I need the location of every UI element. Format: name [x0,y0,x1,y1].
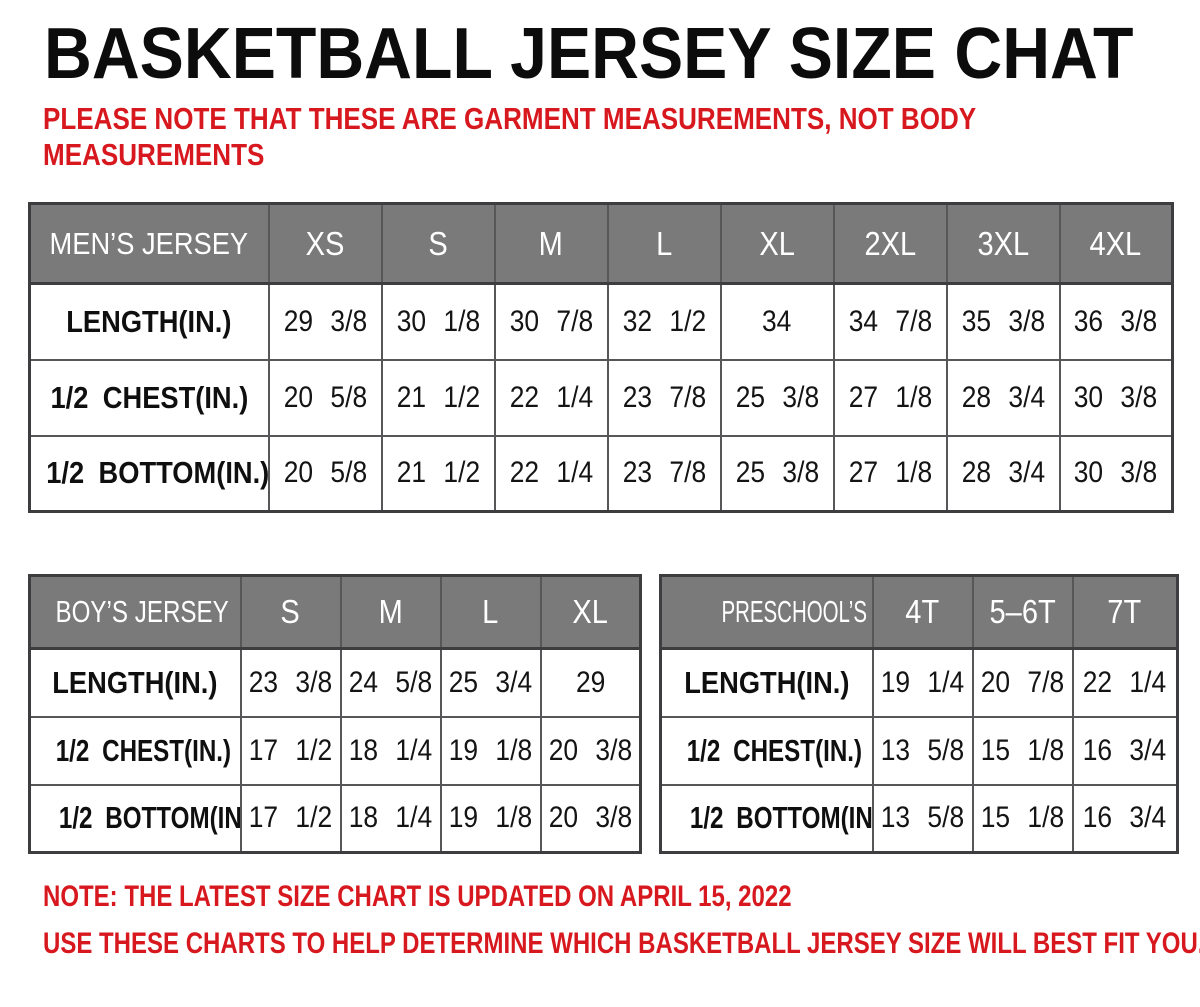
size-header-cell: 2XL [832,202,948,285]
row-label-cell: 1/2 CHEST(IN.) [28,715,242,786]
size-value-cell: 16 3/4 [1071,783,1179,854]
size-header-cell: L [606,202,722,285]
size-value-cell: 25 3/8 [719,358,835,437]
mens-header-row: MEN’S JERSEY XS S M L XL 2XL 3XL 4XL [28,202,1174,285]
size-value-cell: 30 1/8 [380,282,496,361]
update-note: NOTE: THE LATEST SIZE CHART IS UPDATED O… [43,880,792,913]
size-value-cell: 22 1/4 [1071,647,1179,718]
row-label-cell: 1/2 BOTTOM(IN.) [28,783,242,854]
size-value-cell: 25 3/4 [439,647,542,718]
boys-header-row: BOY’S JERSEY S M L XL [28,574,642,650]
size-value-cell: 15 1/8 [971,715,1074,786]
page-title: BASKETBALL JERSEY SIZE CHAT [44,18,1200,90]
size-value-cell: 17 1/2 [239,783,342,854]
boys-table-name-cell: BOY’S JERSEY [28,574,242,650]
size-value-cell: 19 1/8 [439,783,542,854]
size-value-cell: 35 3/8 [945,282,1061,361]
size-header-cell: 4XL [1058,202,1174,285]
size-header-cell: S [239,574,342,650]
size-value-cell: 30 3/8 [1058,434,1174,513]
size-value-cell: 23 7/8 [606,358,722,437]
row-label-cell: LENGTH(IN.) [28,647,242,718]
size-value-cell: 28 3/4 [945,358,1061,437]
row-label-cell: 1/2 BOTTOM(IN.) [28,434,270,513]
row-label-cell: 1/2 BOTTOM(IN.) [659,783,874,854]
boys-length-row: LENGTH(IN.) 23 3/8 24 5/8 25 3/4 29 [28,647,642,718]
garment-measurements-note: PLEASE NOTE THAT THESE ARE GARMENT MEASU… [43,101,1154,173]
size-value-cell: 32 1/2 [606,282,722,361]
size-value-cell: 20 5/8 [267,358,383,437]
row-label-cell: 1/2 CHEST(IN.) [28,358,270,437]
boys-size-table: BOY’S JERSEY S M L XL LENGTH(IN.) 23 3/8… [28,574,642,854]
preschool-length-row: LENGTH(IN.) 19 1/4 20 7/8 22 1/4 [659,647,1179,718]
size-value-cell: 34 7/8 [832,282,948,361]
boys-chest-row: 1/2 CHEST(IN.) 17 1/2 18 1/4 19 1/8 20 3… [28,715,642,786]
size-header-cell: XS [267,202,383,285]
mens-bottom-row: 1/2 BOTTOM(IN.) 20 5/8 21 1/2 22 1/4 23 … [28,434,1174,513]
row-label-cell: LENGTH(IN.) [28,282,270,361]
size-value-cell: 34 [719,282,835,361]
size-value-cell: 16 3/4 [1071,715,1179,786]
size-value-cell: 21 1/2 [380,434,496,513]
preschool-table-name-cell: PRESCHOOL’S JERSEY [659,574,874,650]
size-value-cell: 24 5/8 [339,647,442,718]
size-value-cell: 23 7/8 [606,434,722,513]
size-value-cell: 18 1/4 [339,783,442,854]
size-value-cell: 30 7/8 [493,282,609,361]
row-label-cell: LENGTH(IN.) [659,647,874,718]
size-value-cell: 19 1/4 [871,647,974,718]
size-value-cell: 20 3/8 [539,715,642,786]
size-header-cell: 4T [871,574,974,650]
size-value-cell: 22 1/4 [493,434,609,513]
size-value-cell: 22 1/4 [493,358,609,437]
mens-chest-row: 1/2 CHEST(IN.) 20 5/8 21 1/2 22 1/4 23 7… [28,358,1174,437]
size-value-cell: 29 3/8 [267,282,383,361]
size-header-cell: M [339,574,442,650]
size-header-cell: XL [719,202,835,285]
page-title-text: BASKETBALL JERSEY SIZE CHAT [44,14,1134,94]
size-value-cell: 20 5/8 [267,434,383,513]
size-value-cell: 23 3/8 [239,647,342,718]
mens-size-table: MEN’S JERSEY XS S M L XL 2XL 3XL 4XL LEN… [28,202,1174,513]
size-header-cell: 5–6T [971,574,1074,650]
size-value-cell: 28 3/4 [945,434,1061,513]
size-header-cell: M [493,202,609,285]
footer-notes: NOTE: THE LATEST SIZE CHART IS UPDATED O… [43,880,1200,961]
garment-note-line1: PLEASE NOTE THAT THESE ARE GARMENT MEASU… [43,101,977,136]
size-value-cell: 19 1/8 [439,715,542,786]
preschool-header-row: PRESCHOOL’S JERSEY 4T 5–6T 7T [659,574,1179,650]
row-label-cell: 1/2 CHEST(IN.) [659,715,874,786]
size-header-cell: S [380,202,496,285]
size-value-cell: 27 1/8 [832,434,948,513]
size-value-cell: 15 1/8 [971,783,1074,854]
size-value-cell: 20 3/8 [539,783,642,854]
size-value-cell: 30 3/8 [1058,358,1174,437]
preschool-size-table: PRESCHOOL’S JERSEY 4T 5–6T 7T LENGTH(IN.… [659,574,1179,854]
mens-length-row: LENGTH(IN.) 29 3/8 30 1/8 30 7/8 32 1/2 … [28,282,1174,361]
size-header-cell: 3XL [945,202,1061,285]
size-value-cell: 18 1/4 [339,715,442,786]
size-value-cell: 25 3/8 [719,434,835,513]
size-value-cell: 20 7/8 [971,647,1074,718]
size-value-cell: 13 5/8 [871,715,974,786]
size-value-cell: 29 [539,647,642,718]
size-value-cell: 13 5/8 [871,783,974,854]
preschool-chest-row: 1/2 CHEST(IN.) 13 5/8 15 1/8 16 3/4 [659,715,1179,786]
mens-table-name-cell: MEN’S JERSEY [28,202,270,285]
usage-note: USE THESE CHARTS TO HELP DETERMINE WHICH… [43,927,1200,960]
size-header-cell: 7T [1071,574,1179,650]
size-header-cell: L [439,574,542,650]
size-value-cell: 27 1/8 [832,358,948,437]
garment-note-line2: MEASUREMENTS [43,137,265,172]
size-value-cell: 17 1/2 [239,715,342,786]
preschool-bottom-row: 1/2 BOTTOM(IN.) 13 5/8 15 1/8 16 3/4 [659,783,1179,854]
boys-bottom-row: 1/2 BOTTOM(IN.) 17 1/2 18 1/4 19 1/8 20 … [28,783,642,854]
size-header-cell: XL [539,574,642,650]
size-value-cell: 36 3/8 [1058,282,1174,361]
size-value-cell: 21 1/2 [380,358,496,437]
